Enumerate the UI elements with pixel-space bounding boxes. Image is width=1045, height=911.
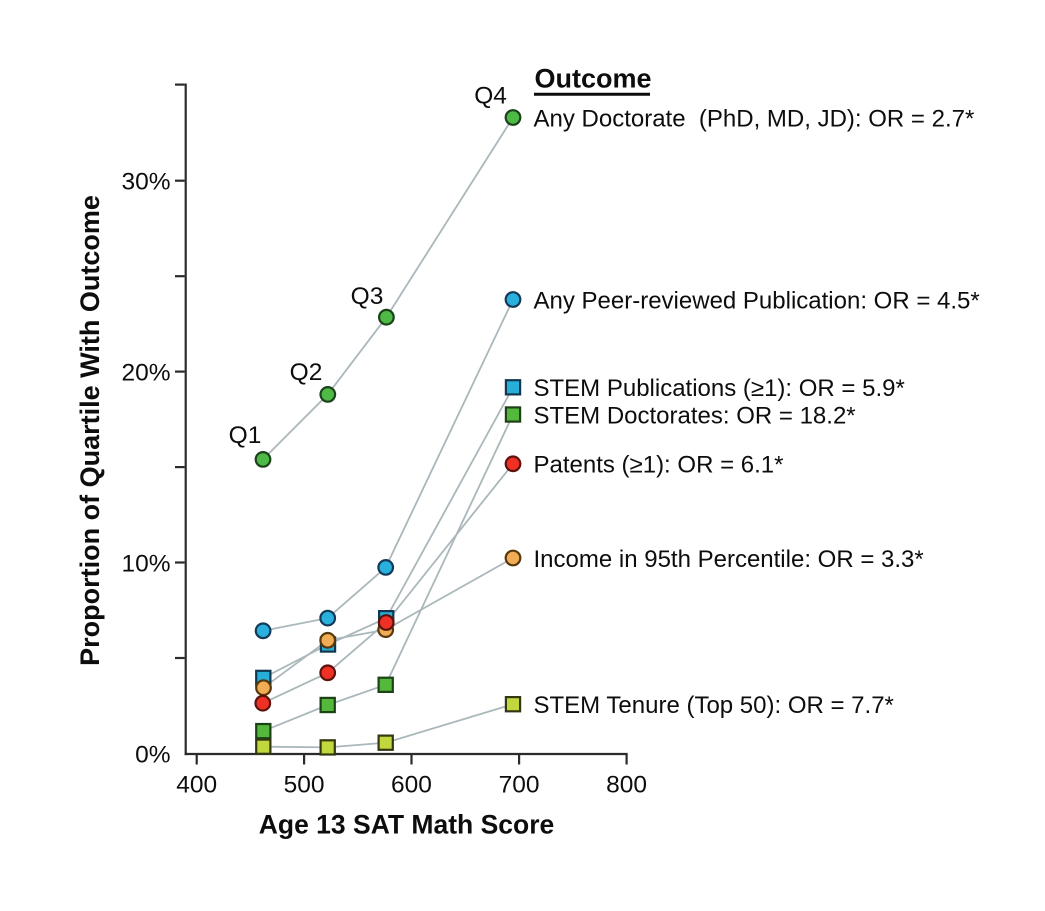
svg-text:Q4: Q4 (474, 82, 507, 109)
svg-text:500: 500 (284, 771, 325, 798)
svg-text:400: 400 (176, 771, 217, 798)
svg-text:Any Doctorate (PhD, MD, JD):: Any Doctorate (PhD, MD, JD): OR = 2.7* (534, 105, 975, 132)
svg-text:Age 13 SAT Math Score: Age 13 SAT Math Score (259, 810, 555, 840)
svg-text:Outcome: Outcome (535, 64, 652, 94)
svg-text:Q2: Q2 (290, 359, 323, 386)
svg-text:Patents (≥1): OR = 6.1*: Patents (≥1): OR = 6.1* (534, 452, 784, 479)
svg-text:Any Peer-reviewed Publication:: Any Peer-reviewed Publication: OR = 4.5* (534, 287, 980, 314)
svg-text:Q3: Q3 (351, 283, 384, 310)
svg-text:30%: 30% (121, 169, 170, 196)
svg-text:Q1: Q1 (229, 422, 262, 449)
svg-text:800: 800 (606, 771, 647, 798)
svg-text:STEM Doctorates: OR = 18.2*: STEM Doctorates: OR = 18.2* (534, 402, 856, 429)
svg-text:20%: 20% (121, 359, 170, 386)
svg-text:0%: 0% (135, 742, 170, 769)
svg-text:10%: 10% (121, 550, 170, 577)
svg-text:STEM Tenure (Top 50): OR = 7.7: STEM Tenure (Top 50): OR = 7.7* (534, 692, 894, 719)
svg-text:600: 600 (391, 771, 432, 798)
svg-text:700: 700 (499, 771, 540, 798)
svg-text:Income in 95th Percentile: OR: Income in 95th Percentile: OR = 3.3* (534, 546, 924, 573)
svg-text:STEM Publications (≥1): OR = 5: STEM Publications (≥1): OR = 5.9* (534, 375, 905, 402)
svg-text:Proportion of Quartile With Ou: Proportion of Quartile With Outcome (75, 195, 105, 666)
